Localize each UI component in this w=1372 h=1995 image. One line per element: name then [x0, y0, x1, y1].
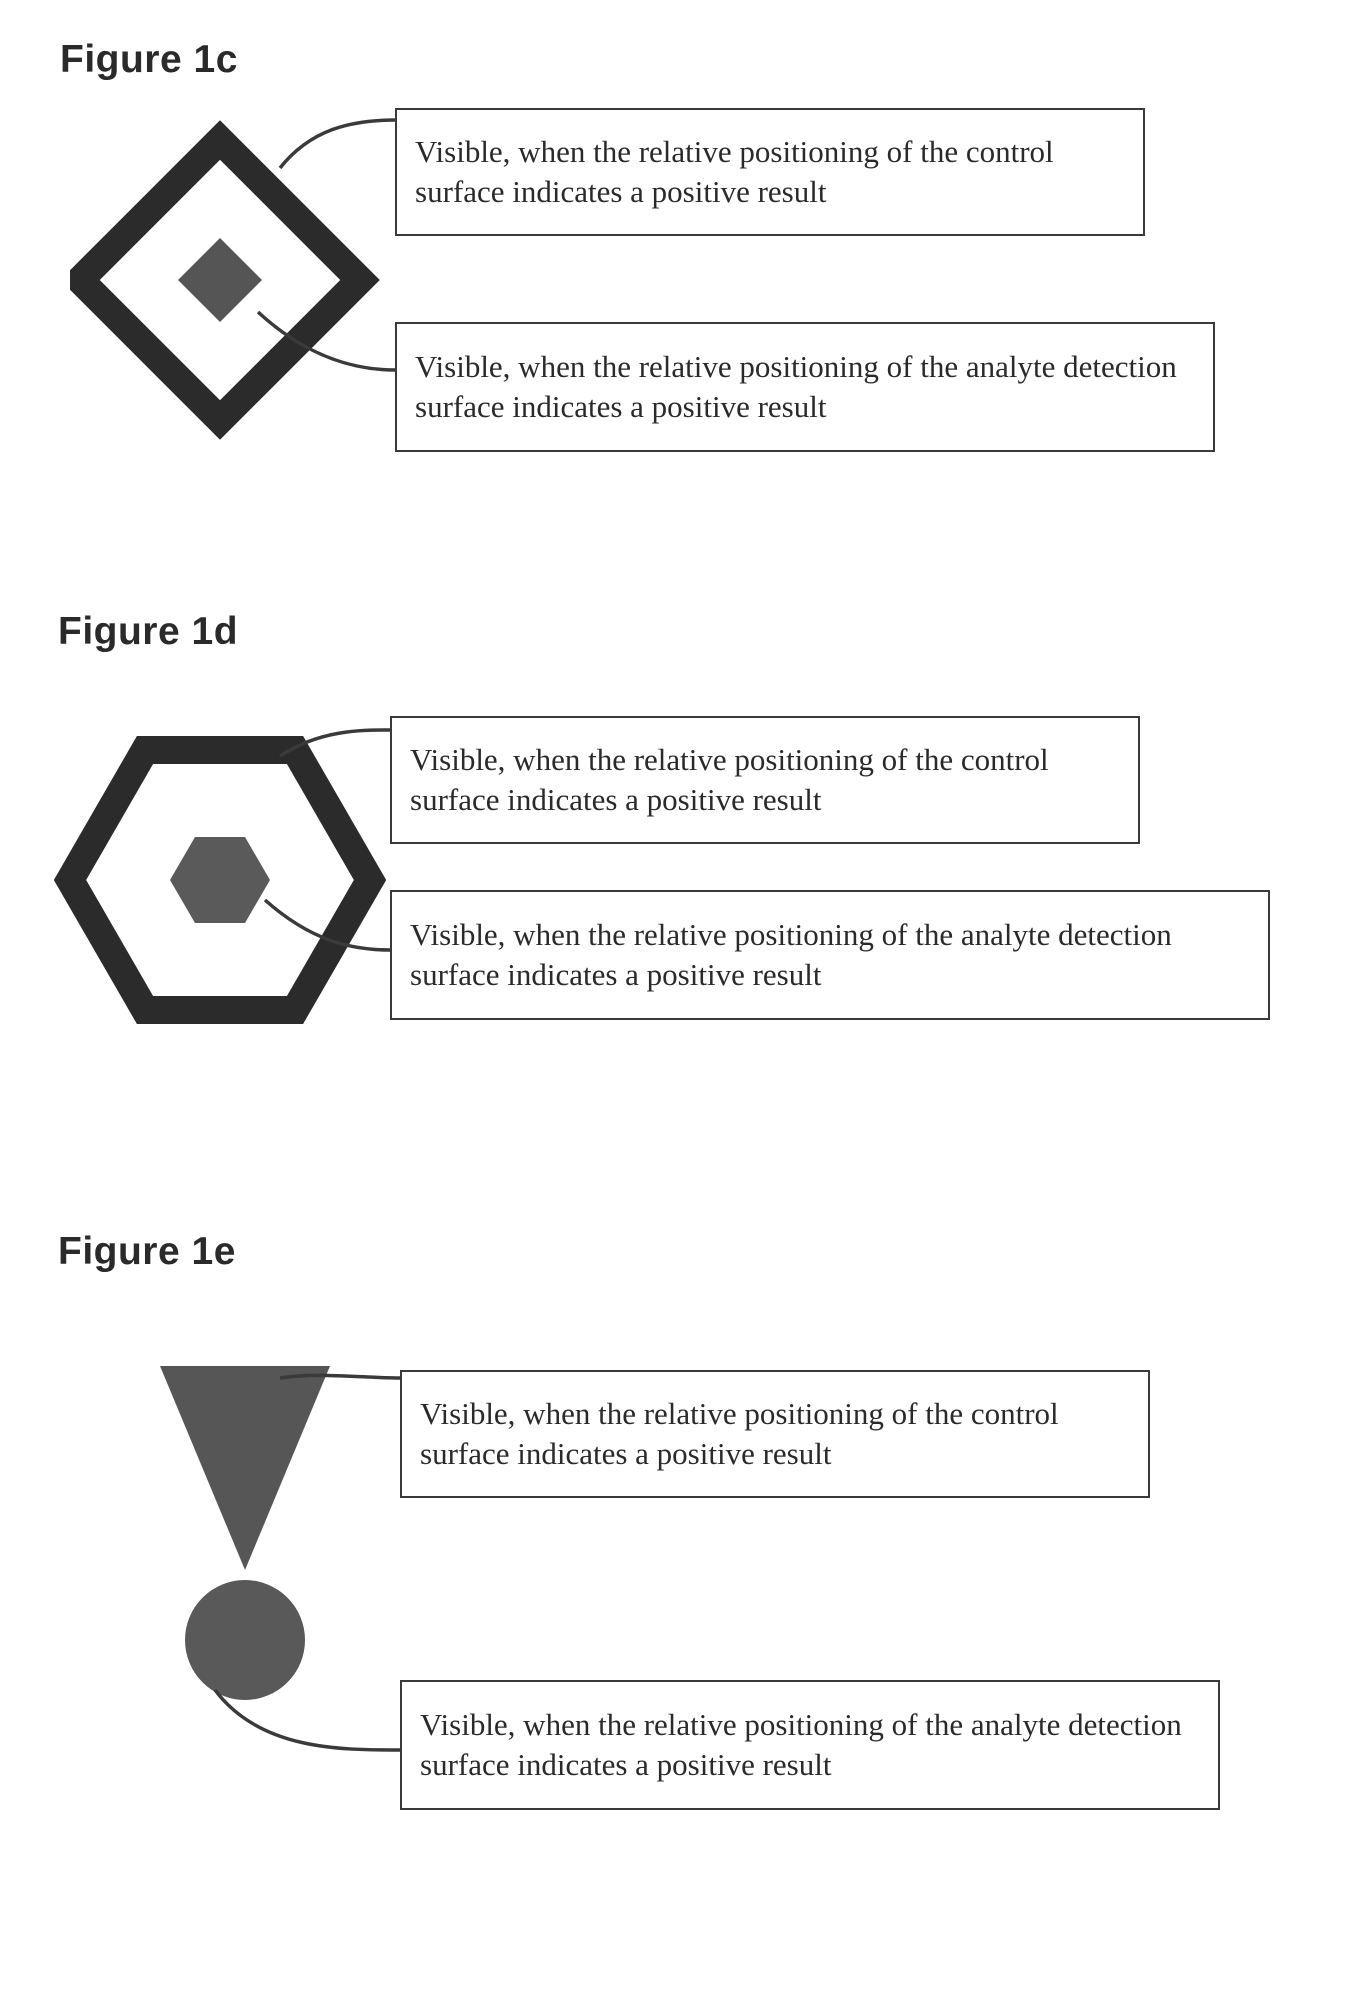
- figure-1d-callout-top: Visible, when the relative positioning o…: [390, 716, 1140, 844]
- figure-1c-callout-bottom: Visible, when the relative positioning o…: [395, 322, 1215, 452]
- page: Figure 1c Visible, when the relative pos…: [0, 0, 1372, 1995]
- circle-solid-icon: [185, 1580, 305, 1700]
- figure-1d-callout-top-text: Visible, when the relative positioning o…: [392, 734, 1138, 825]
- figure-1e-callout-top-text: Visible, when the relative positioning o…: [402, 1388, 1148, 1479]
- figure-1c-diagram: [70, 110, 410, 450]
- figure-1e-title-text: Figure 1e: [58, 1230, 236, 1273]
- figure-1d-callout-bottom: Visible, when the relative positioning o…: [390, 890, 1270, 1020]
- figure-1d-title-text: Figure 1d: [58, 610, 238, 653]
- figure-1e-callout-top: Visible, when the relative positioning o…: [400, 1370, 1150, 1498]
- figure-1d-title: Figure 1d: [58, 610, 238, 654]
- figure-1e-callout-bottom: Visible, when the relative positioning o…: [400, 1680, 1220, 1810]
- figure-1d-callout-bottom-text: Visible, when the relative positioning o…: [392, 909, 1268, 1000]
- figure-1e-title: Figure 1e: [58, 1230, 236, 1274]
- triangle-solid-icon: [160, 1366, 330, 1570]
- figure-1c-title: Figure 1c: [60, 38, 238, 82]
- figure-1c-callout-top: Visible, when the relative positioning o…: [395, 108, 1145, 236]
- hexagon-solid-icon: [170, 837, 270, 923]
- figure-1c-leader-top: [280, 120, 395, 168]
- figure-1d-diagram: [50, 700, 410, 1060]
- figure-1c-callout-top-text: Visible, when the relative positioning o…: [397, 126, 1143, 217]
- figure-1c-title-text: Figure 1c: [60, 38, 238, 81]
- figure-1c-callout-bottom-text: Visible, when the relative positioning o…: [397, 341, 1213, 432]
- diamond-solid-icon: [178, 238, 262, 322]
- figure-1e-callout-bottom-text: Visible, when the relative positioning o…: [402, 1699, 1218, 1790]
- figure-1e-diagram: [120, 1350, 440, 1830]
- figure-1e-leader-top: [280, 1375, 400, 1378]
